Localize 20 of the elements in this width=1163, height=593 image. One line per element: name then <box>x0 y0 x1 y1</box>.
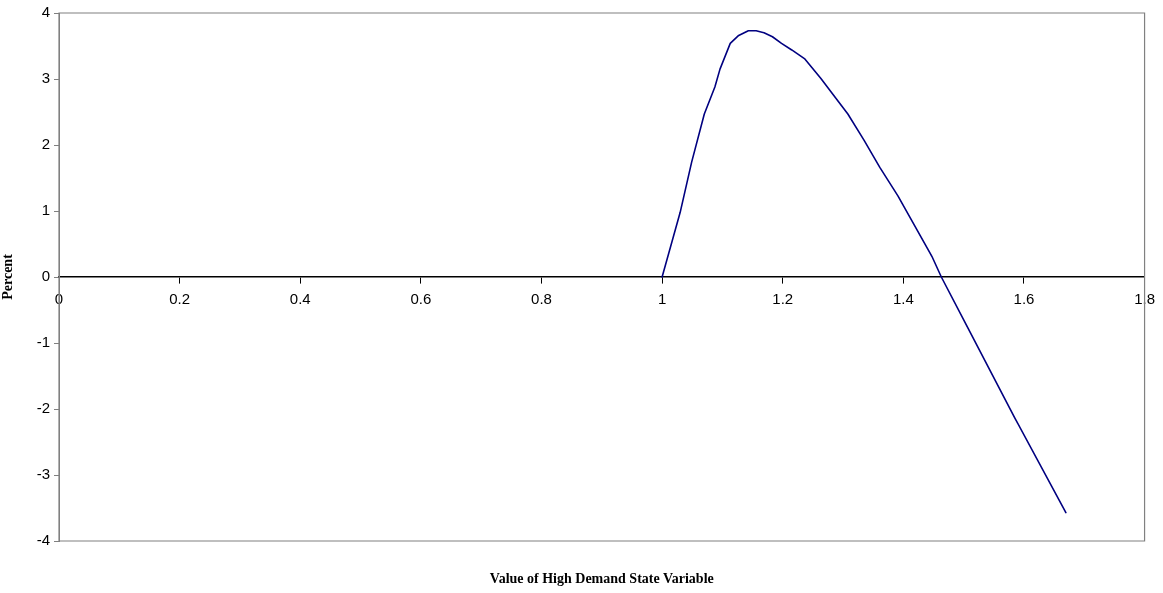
x-tick-label: 1.6 <box>1013 290 1035 308</box>
x-tick-label: 1 <box>657 290 667 308</box>
y-axis-title: Percent <box>0 253 16 300</box>
y-tick-label: 3 <box>41 69 50 87</box>
x-tick-label: 0.6 <box>410 290 432 308</box>
y-tick-label: 1 <box>41 201 50 219</box>
y-tick-label: -2 <box>36 399 50 417</box>
y-tick-label: -1 <box>36 333 50 351</box>
y-tick-label: 4 <box>41 3 50 21</box>
x-tick-label: 0.8 <box>531 290 552 308</box>
x-axis-title: Value of High Demand State Variable <box>489 570 714 586</box>
y-tick-label: -3 <box>36 465 50 483</box>
x-tick-label: 0.2 <box>169 290 191 308</box>
x-tick-label: 1.4 <box>892 290 914 308</box>
y-tick-label: 0 <box>41 267 50 285</box>
x-tick-label: 1.8 <box>1134 290 1155 308</box>
y-tick-label: 2 <box>41 135 50 153</box>
x-tick-label: 1.2 <box>772 290 794 308</box>
y-tick-label: -4 <box>36 531 50 549</box>
x-tick-label: 0.4 <box>289 290 311 308</box>
